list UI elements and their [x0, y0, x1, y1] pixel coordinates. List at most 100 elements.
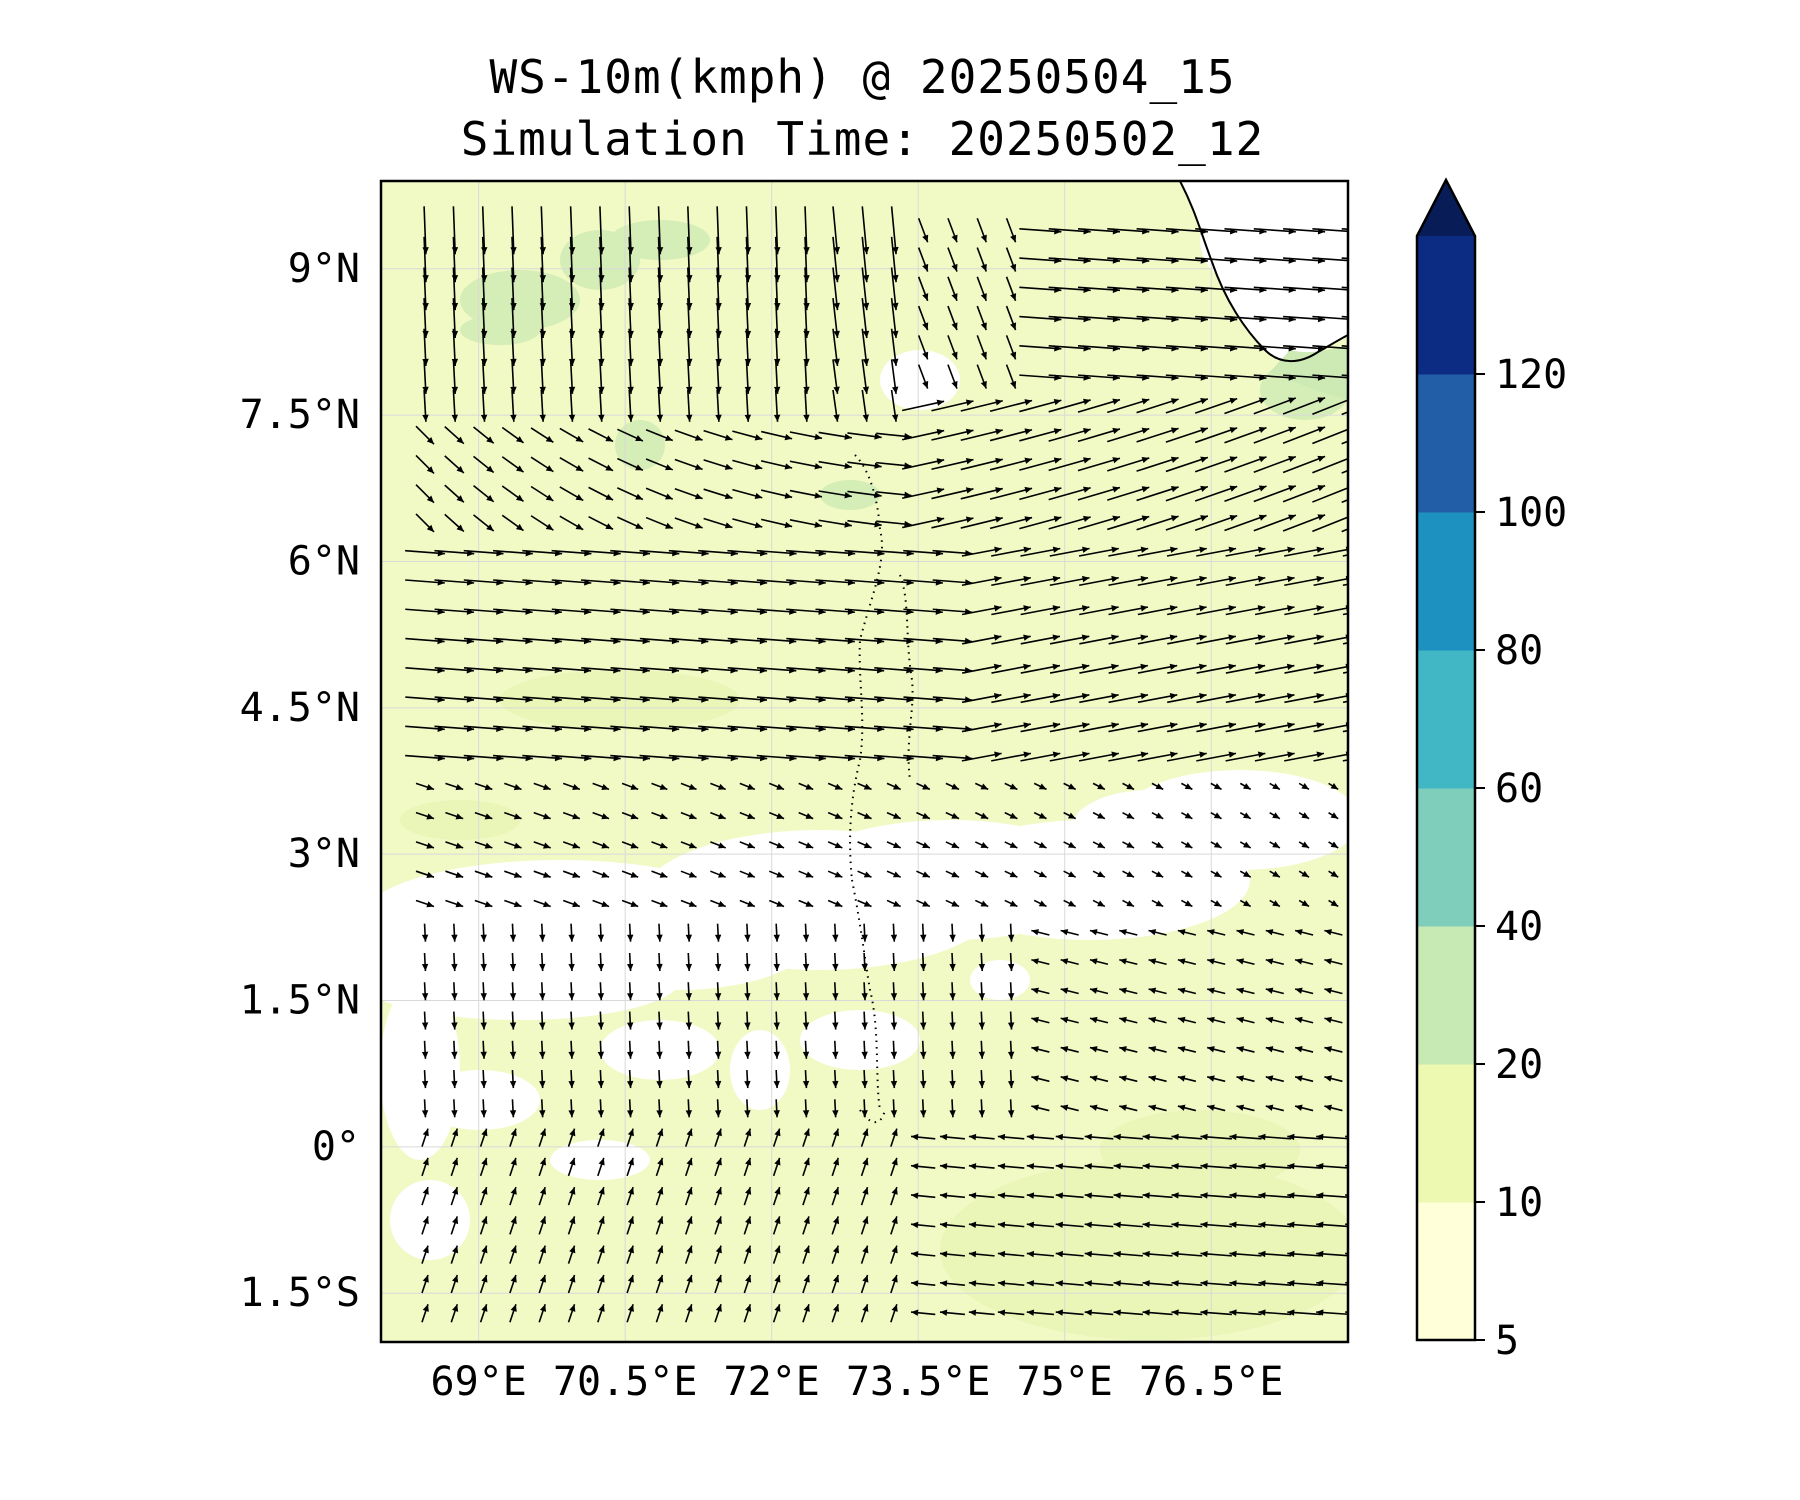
- wind-vector: [744, 389, 752, 422]
- colorbar-segment: [1417, 926, 1475, 1065]
- wind-vector: [931, 428, 974, 441]
- wind-vector: [1316, 1133, 1348, 1141]
- wind-vector: [949, 1011, 956, 1030]
- low-wind-region: [550, 1140, 650, 1180]
- wind-vector: [567, 1245, 576, 1264]
- wind-vector: [831, 1186, 840, 1206]
- wind-vector: [1108, 605, 1149, 616]
- wind-vector: [920, 952, 927, 972]
- wind-vector: [974, 782, 989, 791]
- wind-vector: [890, 982, 898, 1001]
- wind-vector: [1142, 1250, 1173, 1258]
- wind-vector: [533, 811, 551, 820]
- wind-vector: [592, 841, 610, 849]
- wind-vector: [968, 1221, 995, 1229]
- wind-vector: [997, 1133, 1025, 1141]
- wind-vector: [861, 1040, 868, 1059]
- wind-vector: [656, 389, 664, 422]
- colorbar-tick-label: 5: [1495, 1318, 1519, 1364]
- wind-vector: [1294, 1104, 1314, 1112]
- wind-vector: [1004, 841, 1018, 849]
- wind-vector: [1089, 929, 1109, 936]
- wind-vector: [831, 1128, 840, 1147]
- wind-vector: [714, 1157, 722, 1177]
- wind-vector: [686, 389, 693, 422]
- wind-vector: [1077, 427, 1121, 443]
- wind-vector: [1005, 276, 1017, 302]
- wind-vector: [1020, 751, 1061, 762]
- island-chain-segment: [851, 879, 881, 1111]
- wind-vector: [685, 1099, 693, 1118]
- wind-vector: [1048, 457, 1091, 472]
- wind-vector: [559, 486, 584, 502]
- wind-vector: [789, 519, 823, 528]
- wind-vector: [510, 389, 517, 422]
- wind-vector: [1108, 722, 1149, 733]
- wind-vector: [968, 1309, 995, 1316]
- wind-vector: [860, 1128, 869, 1147]
- wind-vector: [768, 811, 785, 820]
- wind-vector: [1225, 546, 1266, 557]
- wind-vector: [1206, 958, 1226, 966]
- wind-vector: [1328, 782, 1339, 791]
- wind-vector: [1254, 546, 1295, 557]
- wind-vector: [798, 870, 814, 878]
- wind-vector: [832, 389, 840, 422]
- wind-vector: [597, 1011, 605, 1030]
- wind-vector: [1287, 1280, 1321, 1287]
- wind-vector: [1084, 1133, 1114, 1141]
- wind-vector: [645, 487, 674, 500]
- wind-vector: [1026, 1309, 1054, 1316]
- wind-vector: [1316, 1309, 1348, 1316]
- wind-vector: [1194, 514, 1238, 532]
- wind-vector: [1108, 634, 1149, 645]
- wind-vector: [450, 1216, 459, 1235]
- wind-vector: [1258, 1133, 1292, 1141]
- wind-vector: [1020, 663, 1061, 674]
- wind-vector: [1019, 457, 1062, 471]
- wind-vector: [685, 952, 693, 972]
- wind-vector: [1177, 958, 1197, 966]
- wind-vector: [857, 899, 872, 908]
- wind-vector: [714, 952, 722, 972]
- wind-vector: [1282, 484, 1326, 503]
- wind-vector: [861, 236, 870, 283]
- wind-vector: [861, 1070, 868, 1089]
- wind-vector: [567, 1216, 576, 1235]
- wind-vector: [1354, 1075, 1372, 1081]
- wind-vector: [445, 870, 464, 878]
- wind-vector: [997, 1163, 1025, 1170]
- wind-vector: [621, 899, 639, 908]
- wind-vector: [421, 1070, 429, 1089]
- wind-vector: [617, 487, 644, 501]
- wind-vector: [626, 1186, 634, 1206]
- wind-vector: [901, 399, 945, 412]
- wind-vector: [890, 389, 899, 422]
- wind-vector: [743, 1303, 752, 1323]
- longitude-tick-label: 70.5°E: [553, 1359, 698, 1405]
- wind-vector: [947, 217, 958, 243]
- wind-vector: [1236, 1075, 1255, 1083]
- wind-vector: [1236, 1046, 1255, 1053]
- wind-vector: [1298, 899, 1310, 908]
- wind-vector: [1287, 1221, 1321, 1228]
- wind-vector: [1265, 1104, 1284, 1112]
- wind-vector: [1055, 1221, 1084, 1229]
- wind-vector: [743, 1157, 752, 1177]
- wind-vector: [939, 1192, 966, 1199]
- wind-vector: [961, 722, 1002, 733]
- wind-vector: [961, 751, 1002, 762]
- wind-vector: [1063, 811, 1077, 820]
- wind-vector: [1324, 1104, 1343, 1112]
- wind-vector: [916, 899, 931, 908]
- wind-vector: [597, 1245, 605, 1264]
- wind-vector: [910, 1192, 936, 1199]
- wind-vector: [592, 870, 610, 878]
- wind-vector: [744, 1070, 751, 1089]
- wind-vector: [421, 1157, 429, 1177]
- wind-vector: [939, 1163, 966, 1170]
- wind-vector: [1063, 782, 1077, 791]
- wind-vector: [917, 276, 929, 302]
- wind-vector: [1005, 247, 1017, 272]
- wind-vector: [832, 1099, 839, 1118]
